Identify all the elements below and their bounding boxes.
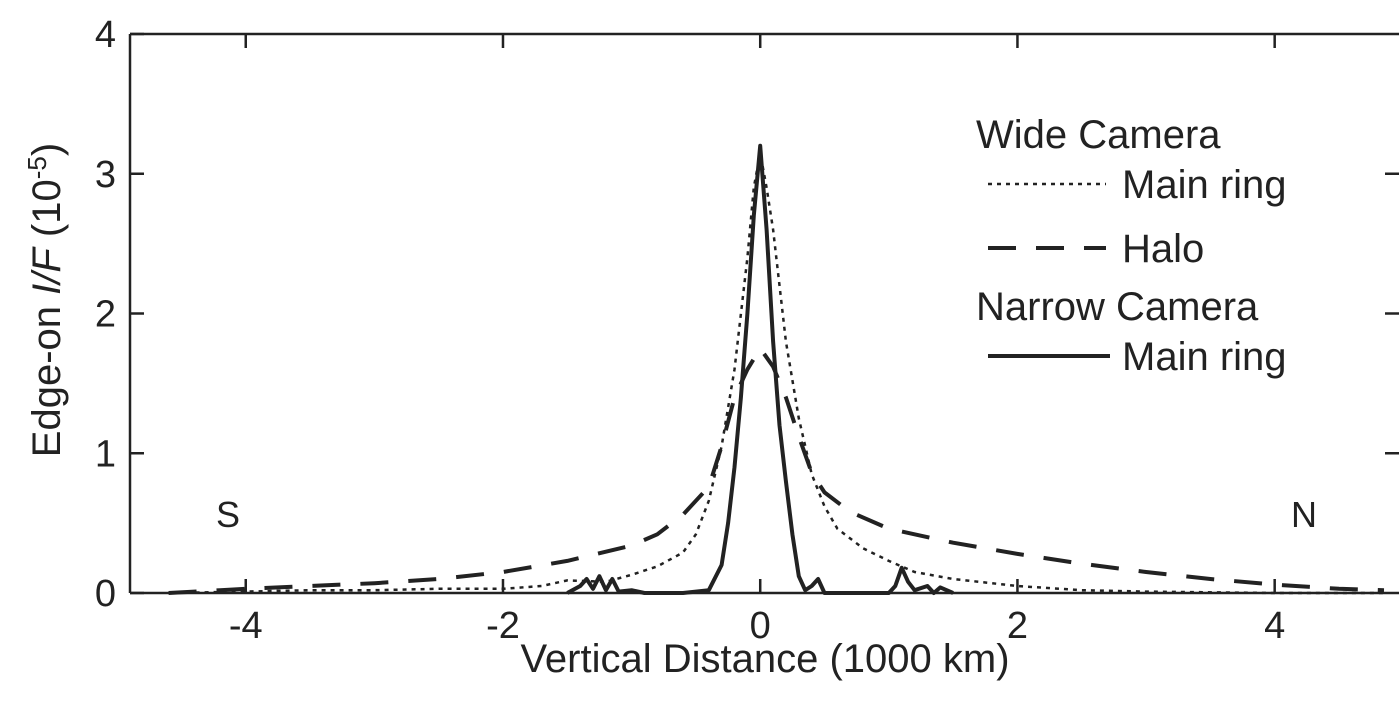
- x-tick-label-1: -2: [486, 605, 520, 647]
- legend-label-wide-halo: Halo: [1122, 227, 1204, 271]
- legend-group-title-wide: Wide Camera: [976, 113, 1221, 157]
- series-line-narrow-main: [566, 143, 954, 595]
- x-tick-label-3: 2: [1007, 605, 1028, 647]
- y-axis-title: Edge-on I/F (10-5): [22, 143, 69, 457]
- axis-ticks: [130, 32, 1399, 595]
- x-tick-label-4: 4: [1264, 605, 1285, 647]
- y-tick-label-1: 1: [95, 433, 116, 475]
- axis-tick-labels: -4 -2 0 2 4 0 1 2 3 4: [95, 14, 1285, 647]
- y-axis-title-close: ): [25, 143, 69, 156]
- south-label: S: [216, 494, 240, 535]
- series-layer: [168, 143, 1385, 595]
- x-tick-label-0: -4: [229, 605, 263, 647]
- y-axis-title-sup: -5: [22, 156, 52, 179]
- legend: Wide Camera Main ring Halo Narrow Camera…: [976, 113, 1287, 379]
- legend-label-narrow-main: Main ring: [1122, 335, 1287, 379]
- y-tick-label-3: 3: [95, 154, 116, 196]
- x-tick-label-2: 0: [750, 605, 771, 647]
- north-label: N: [1291, 494, 1317, 535]
- y-axis-title-prefix: Edge-on: [25, 295, 69, 457]
- legend-group-title-narrow: Narrow Camera: [976, 285, 1259, 329]
- series-line-wide-main: [168, 151, 1384, 595]
- x-axis-title: Vertical Distance (1000 km): [520, 637, 1009, 681]
- y-tick-label-0: 0: [95, 573, 116, 615]
- y-tick-label-4: 4: [95, 14, 116, 56]
- y-tick-label-2: 2: [95, 294, 116, 336]
- legend-label-wide-main: Main ring: [1122, 163, 1287, 207]
- y-axis-title-open: (10: [25, 179, 69, 248]
- y-axis-title-italic: I/F: [25, 246, 69, 295]
